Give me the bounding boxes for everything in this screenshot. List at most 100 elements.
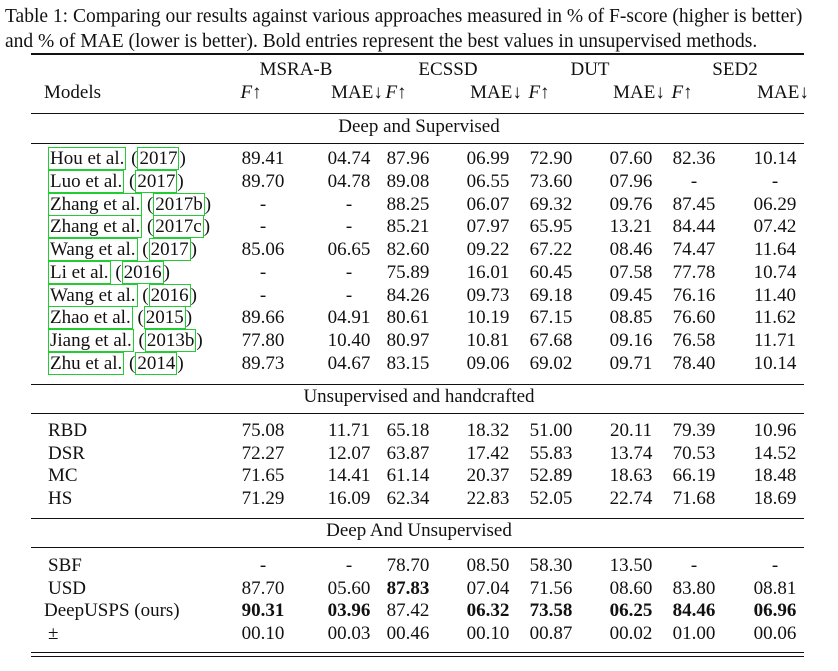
table-cell: 75.08 <box>241 420 285 441</box>
table-cell: 84.46 <box>672 600 716 621</box>
table-cell: - <box>345 285 353 306</box>
citation-link[interactable]: Wang et al. <box>48 238 138 261</box>
table-cell: 10.81 <box>466 330 510 351</box>
citation-link[interactable]: Zhang et al. <box>48 193 143 216</box>
row-model-name: Wang et al. (2016) <box>48 284 197 307</box>
table-cell: 84.44 <box>672 216 716 237</box>
table-cell: 82.60 <box>386 239 430 260</box>
citation-year-link[interactable]: 2016 <box>121 261 164 284</box>
table-cell: 08.85 <box>609 307 653 328</box>
table-cell: 00.06 <box>753 623 797 644</box>
table-cell: 89.66 <box>241 307 285 328</box>
row-model-name: HS <box>48 488 73 509</box>
table-cell: 11.71 <box>753 330 797 351</box>
table-cell: 07.04 <box>466 578 510 599</box>
citation-year-link[interactable]: 2017c <box>153 215 204 238</box>
bottom-rule-1 <box>31 652 804 653</box>
citation-link[interactable]: Wang et al. <box>48 284 138 307</box>
table-cell: 67.15 <box>529 307 573 328</box>
citation-link[interactable]: Hou et al. <box>48 147 127 170</box>
row-model-name: Wang et al. (2017) <box>48 238 197 261</box>
row-model-name: Jiang et al. (2013b) <box>48 329 203 352</box>
table-cell: 07.60 <box>609 148 653 169</box>
citation-year-link[interactable]: 2016 <box>148 284 191 307</box>
table-cell: - <box>259 194 267 215</box>
table-cell: 78.40 <box>672 353 716 374</box>
table-cell: 89.08 <box>386 171 430 192</box>
table-cell: 80.97 <box>386 330 430 351</box>
table-cell: 13.21 <box>609 216 653 237</box>
table-cell: 09.71 <box>609 353 653 374</box>
table-cell: 09.16 <box>609 330 653 351</box>
table-cell: 01.00 <box>672 623 716 644</box>
table-cell: - <box>345 216 353 237</box>
metric-header: MAE↓ <box>757 82 809 103</box>
table-cell: 00.87 <box>529 623 573 644</box>
table-cell: 18.69 <box>753 488 797 509</box>
table-cell: 71.65 <box>241 465 285 486</box>
table-cell: 66.19 <box>672 465 716 486</box>
table-cell: 10.14 <box>753 353 797 374</box>
table-cell: - <box>345 194 353 215</box>
table-cell: 00.03 <box>327 623 371 644</box>
citation-link[interactable]: Zhao et al. <box>48 306 133 329</box>
table-cell: 18.32 <box>466 420 510 441</box>
citation-year-link[interactable]: 2017 <box>135 170 178 193</box>
table-cell: 77.80 <box>241 330 285 351</box>
table-cell: 83.15 <box>386 353 430 374</box>
table-cell: 85.06 <box>241 239 285 260</box>
table-cell: - <box>259 216 267 237</box>
citation-link[interactable]: Jiang et al. <box>48 329 134 352</box>
table-cell: 16.01 <box>466 262 510 283</box>
table-cell: 09.06 <box>466 353 510 374</box>
table-cell: 10.96 <box>753 420 797 441</box>
table-cell: 11.40 <box>753 285 797 306</box>
table-cell: 09.22 <box>466 239 510 260</box>
row-model-name: ± <box>48 623 59 644</box>
table-cell: 60.45 <box>529 262 573 283</box>
row-model-name: RBD <box>48 420 88 441</box>
dataset-header-msra-b: MSRA-B <box>259 59 333 80</box>
citation-year-link[interactable]: 2017 <box>148 238 191 261</box>
table-cell: 76.60 <box>672 307 716 328</box>
table-cell: 20.11 <box>609 420 653 441</box>
top-rule <box>31 53 804 55</box>
table-cell: 06.32 <box>466 600 510 621</box>
table-cell: - <box>771 555 779 576</box>
table-cell: 77.78 <box>672 262 716 283</box>
table-cell: 72.90 <box>529 148 573 169</box>
group-end-rule <box>31 384 804 385</box>
row-model-name: Hou et al. (2017) <box>48 147 186 170</box>
table-cell: - <box>259 555 267 576</box>
table-cell: 74.47 <box>672 239 716 260</box>
table-cell: 87.70 <box>241 578 285 599</box>
citation-year-link[interactable]: 2014 <box>135 352 178 375</box>
table-cell: 10.40 <box>327 330 371 351</box>
table-cell: 06.55 <box>466 171 510 192</box>
table-cell: 08.46 <box>609 239 653 260</box>
citation-link[interactable]: Luo et al. <box>48 170 125 193</box>
table-cell: 88.25 <box>386 194 430 215</box>
table-cell: 09.76 <box>609 194 653 215</box>
citation-link[interactable]: Zhu et al. <box>48 352 125 375</box>
citation-year-link[interactable]: 2013b <box>144 329 197 352</box>
table-cell: 07.96 <box>609 171 653 192</box>
citation-year-link[interactable]: 2015 <box>143 306 186 329</box>
table-cell: 55.83 <box>529 443 573 464</box>
citation-year-link[interactable]: 2017 <box>137 147 180 170</box>
table-cell: - <box>690 171 698 192</box>
citation-link[interactable]: Li et al. <box>48 261 111 284</box>
metric-header: MAE↓ <box>613 82 665 103</box>
row-model-name: DSR <box>48 443 85 464</box>
table-cell: 06.99 <box>466 148 510 169</box>
table-cell: 87.83 <box>386 578 430 599</box>
citation-year-link[interactable]: 2017b <box>153 193 205 216</box>
table-cell: 52.89 <box>529 465 573 486</box>
table-cell: 62.34 <box>386 488 430 509</box>
table-cell: 71.29 <box>241 488 285 509</box>
row-model-name: DeepUSPS (ours) <box>44 600 180 621</box>
table-cell: 11.62 <box>753 307 797 328</box>
table-cell: 76.58 <box>672 330 716 351</box>
citation-link[interactable]: Zhang et al. <box>48 215 143 238</box>
